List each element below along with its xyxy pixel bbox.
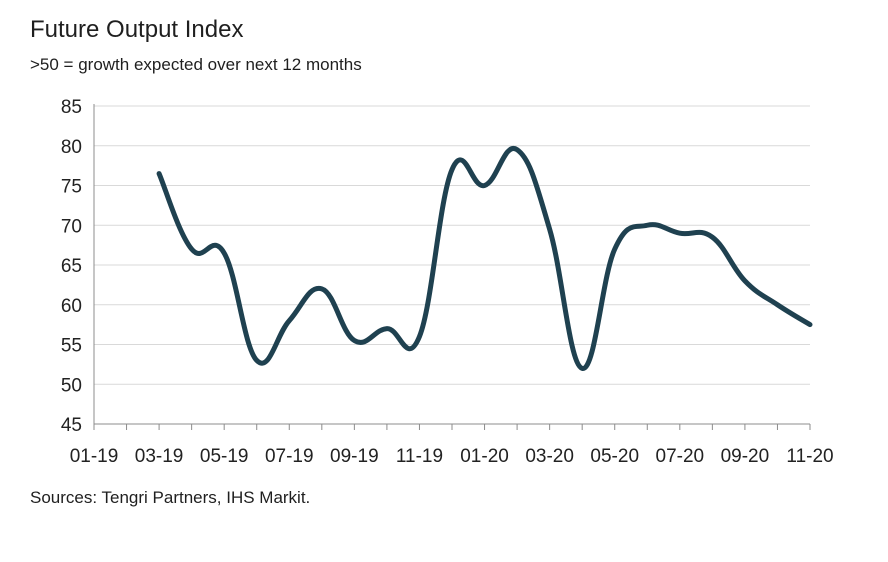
x-tick-label: 11-19	[396, 446, 443, 467]
y-tick-label: 60	[61, 296, 82, 317]
grid-lines	[94, 105, 810, 385]
y-tick-label: 50	[61, 375, 82, 396]
y-tick-label: 75	[61, 177, 82, 198]
x-tick-label: 03-20	[525, 446, 574, 467]
chart-title: Future Output Index	[30, 16, 244, 43]
series-line	[156, 146, 813, 371]
x-tick-label: 05-20	[590, 446, 639, 467]
x-tick-label: 09-19	[330, 446, 379, 467]
y-tick-label: 45	[61, 415, 82, 436]
x-tick-label: 01-20	[460, 446, 509, 467]
x-tick-label: 05-19	[200, 446, 249, 467]
x-axis-tick-labels: 01-19 03-19 05-19 07-19 09-19 11-19 01-20 03-20…	[70, 446, 834, 467]
chart-source-note: Sources: Tengri Partners, IHS Markit.	[30, 488, 311, 507]
chart-subtitle: >50 = growth expected over next 12 month…	[30, 55, 362, 74]
x-tick-label: 03-19	[135, 446, 184, 467]
x-tick-label: 01-19	[70, 446, 119, 467]
y-tick-label: 85	[61, 97, 82, 118]
y-axis-tick-labels: 45 50 55 60 65 70 75 80 85	[61, 97, 82, 436]
series-layer	[156, 146, 813, 371]
y-tick-label: 80	[61, 137, 82, 158]
y-tick-label: 55	[61, 336, 82, 357]
x-tick-label: 07-19	[265, 446, 314, 467]
x-tick-label: 11-20	[786, 446, 833, 467]
x-tick-label: 07-20	[656, 446, 705, 467]
x-tick-label: 09-20	[721, 446, 770, 467]
y-tick-label: 65	[61, 256, 82, 277]
y-tick-label: 70	[61, 216, 82, 237]
axes	[93, 104, 811, 430]
